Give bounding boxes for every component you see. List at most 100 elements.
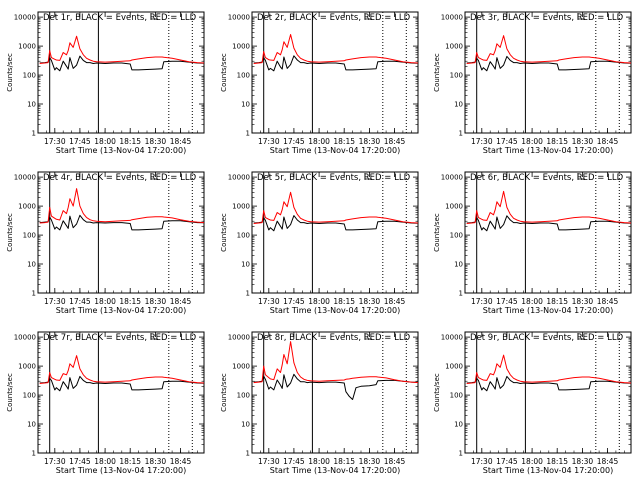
x-tick-label: 18:15 [546,457,568,466]
x-tick-label: 18:15 [333,297,355,306]
lld-series-line [39,355,205,384]
x-tick-label: 18:30 [145,297,167,306]
x-tick-label: 18:45 [170,297,192,306]
panel-title: Det 9r, BLACK = Events, RED = LLD [470,333,624,343]
y-tick-label: 10 [241,101,250,109]
x-tick-label: 17:45 [283,137,305,146]
y-tick-label: 1000 [232,203,250,211]
x-axis-label: Start Time (13-Nov-04 17:20:00) [56,466,186,475]
events-series-line [253,55,419,72]
y-tick-label: 100 [450,232,463,240]
x-tick-label: 18:15 [333,457,355,466]
x-axis-label: Start Time (13-Nov-04 17:20:00) [56,306,186,315]
x-tick-label: 18:00 [94,137,116,146]
y-tick-label: 10000 [441,14,463,22]
y-tick-label: 10000 [228,174,250,182]
x-tick-label: 18:15 [119,137,141,146]
x-tick-label: 18:30 [572,297,594,306]
events-series-line [39,214,205,231]
y-tick-label: 1000 [18,363,36,371]
plot-frame [251,171,419,294]
lld-series-line [39,188,205,224]
detector-panel: Det 4r, BLACK = Events, RED = LLD 1 10 100 1… [6,171,205,315]
x-tick-label: 17:30 [258,137,280,146]
detector-panel: Det 7r, BLACK = Events, RED = LLD 1 10 100 1… [6,331,205,475]
y-tick-label: 1000 [445,203,463,211]
x-tick-label: 18:45 [170,137,192,146]
plot-frame [464,331,632,454]
y-tick-label: 10 [454,421,463,429]
x-axis-label: Start Time (13-Nov-04 17:20:00) [270,306,400,315]
lld-series-line [253,34,419,64]
plot-frame [464,171,632,294]
x-axis-label: Start Time (13-Nov-04 17:20:00) [483,306,613,315]
x-tick-label: 18:00 [94,297,116,306]
y-tick-label: 1 [459,130,463,138]
events-series-line [39,55,205,72]
y-tick-label: 1 [32,130,36,138]
x-tick-label: 17:45 [69,137,91,146]
x-axis-label: Start Time (13-Nov-04 17:20:00) [483,146,613,155]
events-series-line [466,55,632,72]
panel-title: Det 5r, BLACK = Events, RED = LLD [257,173,411,183]
x-axis-label: Start Time (13-Nov-04 17:20:00) [56,146,186,155]
x-tick-label: 18:00 [308,297,330,306]
panel-title: Det 8r, BLACK = Events, RED = LLD [257,333,411,343]
y-tick-label: 10000 [14,14,36,22]
y-tick-label: 10 [241,421,250,429]
corner-marker [150,13,158,20]
x-tick-label: 17:45 [496,457,518,466]
corner-marker [364,13,372,20]
y-axis-label: Counts/sec [433,373,441,412]
panel-title: Det 2r, BLACK = Events, RED = LLD [257,13,411,23]
x-tick-label: 18:30 [359,457,381,466]
y-axis-label: Counts/sec [220,373,228,412]
y-tick-label: 1000 [445,43,463,51]
y-tick-label: 100 [237,232,250,240]
panel-title: Det 3r, BLACK = Events, RED = LLD [470,13,624,23]
x-tick-label: 17:45 [69,297,91,306]
x-axis-label: Start Time (13-Nov-04 17:20:00) [270,146,400,155]
x-tick-label: 18:30 [359,137,381,146]
x-tick-label: 17:30 [44,457,66,466]
detector-panel: Det 8r, BLACK = Events, RED = LLD 1 10 100 1… [220,331,419,475]
y-tick-label: 10 [241,261,250,269]
x-tick-label: 18:00 [94,457,116,466]
y-axis-label: Counts/sec [433,53,441,92]
x-tick-label: 18:15 [546,137,568,146]
y-tick-label: 1000 [18,203,36,211]
panel-title: Det 7r, BLACK = Events, RED = LLD [43,333,197,343]
x-tick-label: 17:45 [283,457,305,466]
x-tick-label: 18:15 [546,297,568,306]
x-tick-label: 18:45 [597,137,619,146]
lld-series-line [466,190,632,224]
y-tick-label: 10000 [14,334,36,342]
y-tick-label: 1 [32,290,36,298]
y-tick-label: 10000 [228,14,250,22]
events-series-line [253,215,419,232]
x-tick-label: 17:45 [69,457,91,466]
detector-panel: Det 9r, BLACK = Events, RED = LLD 1 10 100 1… [433,331,632,475]
y-tick-label: 1000 [232,363,250,371]
x-tick-label: 18:45 [597,457,619,466]
y-tick-label: 10 [454,101,463,109]
y-tick-label: 100 [450,72,463,80]
y-tick-label: 100 [450,392,463,400]
corner-marker [150,333,158,340]
y-tick-label: 1 [32,450,36,458]
x-tick-label: 18:45 [384,457,406,466]
corner-marker [150,173,158,180]
x-tick-label: 18:00 [308,457,330,466]
detector-panel: Det 5r, BLACK = Events, RED = LLD 1 10 100 1… [220,171,419,315]
y-tick-label: 100 [23,392,36,400]
panel-title: Det 1r, BLACK = Events, RED = LLD [43,13,197,23]
x-tick-label: 18:45 [170,457,192,466]
x-tick-label: 18:15 [333,137,355,146]
y-axis-label: Counts/sec [433,213,441,252]
x-tick-label: 18:30 [359,297,381,306]
x-tick-label: 17:45 [283,297,305,306]
corner-marker [364,173,372,180]
plot-frame [251,331,419,454]
x-tick-label: 18:30 [145,457,167,466]
panel-title: Det 4r, BLACK = Events, RED = LLD [43,173,197,183]
